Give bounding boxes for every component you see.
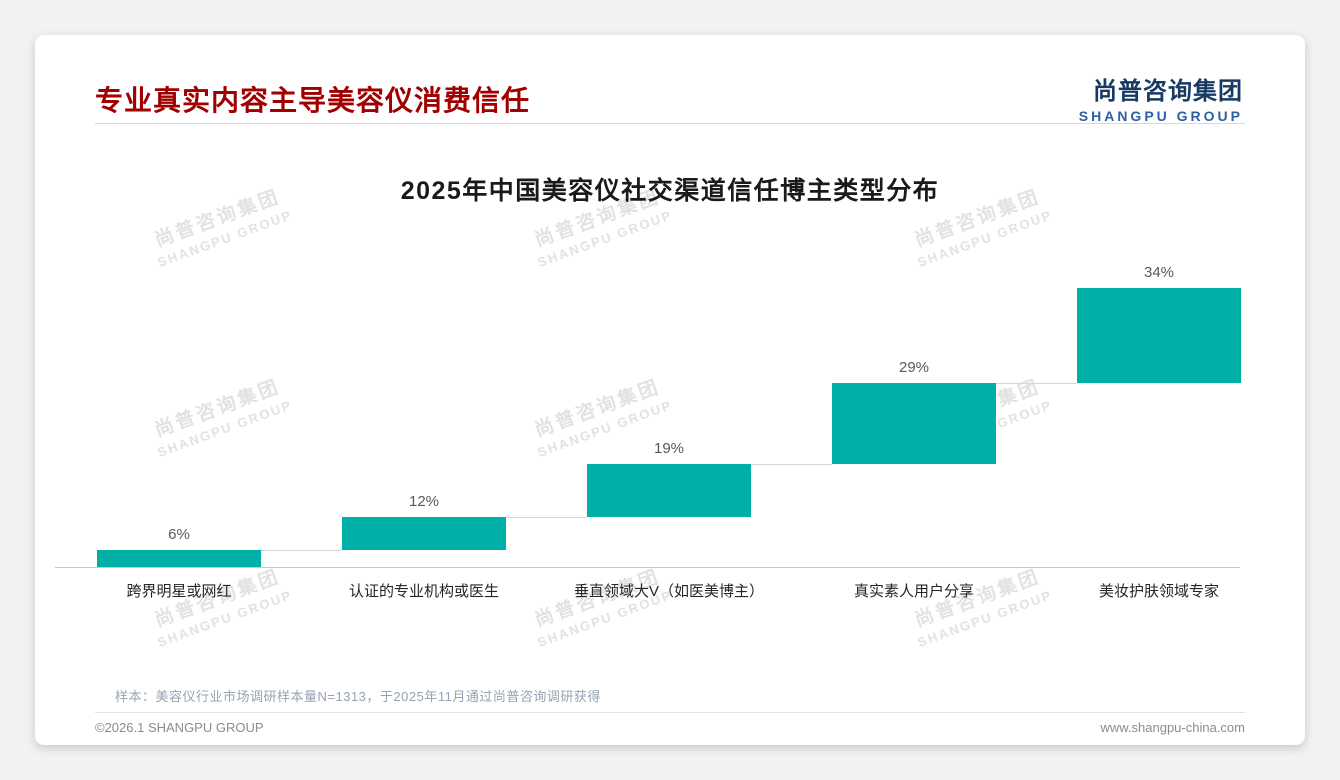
header-divider (95, 123, 1245, 124)
sample-note: 样本：美容仪行业市场调研样本量N=1313，于2025年11月通过尚普咨询调研获… (115, 689, 601, 704)
page-title: 专业真实内容主导美容仪消费信任 (95, 85, 531, 116)
category-label: 跨界明星或网红 (126, 583, 232, 600)
category-label: 垂直领域大V（如医美博主） (573, 583, 764, 600)
footer-divider (95, 712, 1245, 713)
step-connector (506, 516, 587, 518)
category-label: 美妆护肤领域专家 (1098, 583, 1219, 600)
category-label: 真实素人用户分享 (853, 583, 974, 600)
bar-segment-5 (1077, 288, 1241, 383)
bar-segment-2 (342, 516, 506, 551)
bar-value-label: 12% (408, 492, 440, 510)
bar-segment-3 (587, 463, 751, 517)
company-logo: 尚普咨询集团 SHANGPU GROUP (1079, 71, 1243, 124)
bar-segment-4 (832, 382, 996, 464)
bar-value-label: 19% (653, 439, 685, 457)
step-connector (996, 382, 1077, 384)
footer-bar: ©2026.1 SHANGPU GROUP www.shangpu-china.… (95, 720, 1245, 735)
slide-card: 尚普咨询集团 SHANGPU GROUP 尚普咨询集团 SHANGPU GROUP 尚普… (35, 35, 1305, 745)
logo-cn-text: 尚普咨询集团 (1093, 78, 1243, 105)
step-connector (261, 550, 342, 552)
bar-value-label: 29% (898, 358, 930, 376)
logo-en-text: SHANGPU GROUP (1078, 108, 1243, 124)
website-text: www.shangpu-china.com (1100, 720, 1245, 735)
category-label: 认证的专业机构或医生 (348, 583, 499, 600)
step-connector (751, 463, 832, 465)
chart-title: 2025年中国美容仪社交渠道信任博主类型分布 (400, 177, 940, 205)
bar-value-label: 6% (168, 526, 190, 544)
x-axis-line (55, 567, 1240, 568)
bar-value-label: 34% (1143, 264, 1175, 281)
copyright-text: ©2026.1 SHANGPU GROUP (95, 720, 264, 735)
bar-segment-1 (97, 550, 261, 567)
waterfall-chart: 6% 跨界明星或网红 12% 认证的专业机构或医生 19% 垂直领域大V（如医美博主） 29… (35, 35, 1305, 745)
